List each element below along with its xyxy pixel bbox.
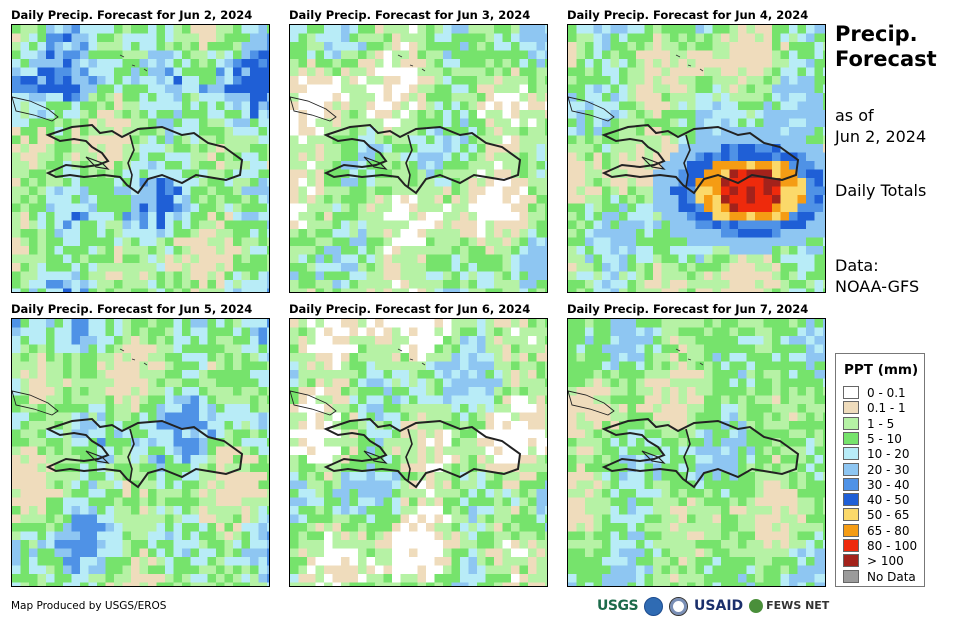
legend-label: 40 - 50 — [867, 493, 910, 508]
legend-item: 0 - 0.1 — [843, 386, 906, 401]
legend-label: > 100 — [867, 554, 904, 569]
forecast-map-jun6[interactable] — [289, 318, 548, 587]
forecast-map-jun2[interactable] — [11, 24, 270, 293]
legend-swatch — [843, 386, 859, 399]
precip-grid — [12, 25, 269, 292]
legend-item: 10 - 20 — [843, 447, 910, 462]
legend-swatch — [843, 523, 859, 537]
legend-swatch — [843, 401, 859, 415]
legend-label: 0.1 - 1 — [867, 401, 906, 416]
legend-item: No Data — [843, 569, 916, 585]
forecast-map-jun7[interactable] — [567, 318, 826, 587]
legend-label: 20 - 30 — [867, 462, 910, 477]
legend-label: 30 - 40 — [867, 477, 910, 492]
as-of-date: as of Jun 2, 2024 — [835, 105, 926, 147]
legend-item: 20 - 30 — [843, 462, 910, 478]
precip-grid — [12, 319, 269, 586]
panel-title-jun2: Daily Precip. Forecast for Jun 2, 2024 — [11, 8, 253, 22]
panel-title-jun5: Daily Precip. Forecast for Jun 5, 2024 — [11, 302, 253, 316]
legend-swatch — [843, 539, 859, 552]
legend-label: 5 - 10 — [867, 431, 902, 446]
precip-grid — [290, 25, 547, 292]
usda-seal-logo — [669, 596, 689, 616]
legend-title: PPT (mm) — [844, 362, 919, 378]
panel-title-jun3: Daily Precip. Forecast for Jun 3, 2024 — [289, 8, 531, 22]
usgs-logo: USGS — [597, 598, 639, 614]
precip-grid — [568, 319, 825, 586]
legend-label: 50 - 65 — [867, 508, 910, 523]
credit-text: Map Produced by USGS/EROS — [11, 600, 167, 612]
legend-item: 65 - 80 — [843, 523, 910, 539]
as-of-label: as of — [835, 106, 874, 125]
legend-item: 30 - 40 — [843, 477, 910, 493]
legend-item: 5 - 10 — [843, 431, 902, 447]
legend-swatch — [843, 493, 859, 507]
legend-swatch — [843, 416, 859, 430]
globe-icon — [749, 599, 764, 613]
data-source-value: NOAA-GFS — [835, 277, 920, 296]
legend-label: No Data — [867, 569, 916, 584]
forecast-map-jun4[interactable] — [567, 24, 826, 293]
legend-label: 65 - 80 — [867, 523, 910, 538]
legend-swatch — [843, 447, 859, 461]
legend-item: 40 - 50 — [843, 493, 910, 508]
data-source: Data: NOAA-GFS — [835, 255, 919, 297]
legend-swatch — [843, 431, 859, 445]
fews-net-logo: FEWS NET — [749, 599, 829, 613]
map-title-line2: Forecast — [835, 47, 937, 71]
precip-grid — [290, 319, 547, 586]
panel-title-jun7: Daily Precip. Forecast for Jun 7, 2024 — [567, 302, 809, 316]
noaa-logo — [644, 596, 664, 616]
legend-item: 50 - 65 — [843, 508, 910, 523]
legend-item: 0.1 - 1 — [843, 401, 906, 416]
legend-item: 1 - 5 — [843, 416, 895, 432]
legend-label: 1 - 5 — [867, 416, 895, 431]
legend-item: > 100 — [843, 554, 904, 569]
data-source-label: Data: — [835, 256, 879, 275]
map-title-line1: Precip. — [835, 22, 918, 46]
legend-swatch — [843, 462, 859, 476]
legend-label: 80 - 100 — [867, 539, 918, 553]
legend-label: 0 - 0.1 — [867, 386, 906, 400]
legend-swatch — [843, 477, 859, 491]
forecast-map-jun5[interactable] — [11, 318, 270, 587]
usaid-logo: USAID — [694, 598, 744, 614]
panel-title-jun6: Daily Precip. Forecast for Jun 6, 2024 — [289, 302, 531, 316]
partner-logos: USGS USAID FEWS NET — [597, 596, 829, 616]
legend-item: 80 - 100 — [843, 539, 917, 554]
precip-grid — [568, 25, 825, 292]
daily-totals-label: Daily Totals — [835, 181, 927, 200]
legend-swatch — [843, 569, 859, 583]
as-of-value: Jun 2, 2024 — [835, 127, 927, 146]
legend-swatch — [843, 554, 859, 568]
fews-net-label: FEWS NET — [766, 599, 830, 612]
legend-swatch — [843, 508, 859, 522]
panel-title-jun4: Daily Precip. Forecast for Jun 4, 2024 — [567, 8, 809, 22]
forecast-map-jun3[interactable] — [289, 24, 548, 293]
map-title: Precip. Forecast — [835, 22, 937, 72]
legend-label: 10 - 20 — [867, 447, 910, 462]
